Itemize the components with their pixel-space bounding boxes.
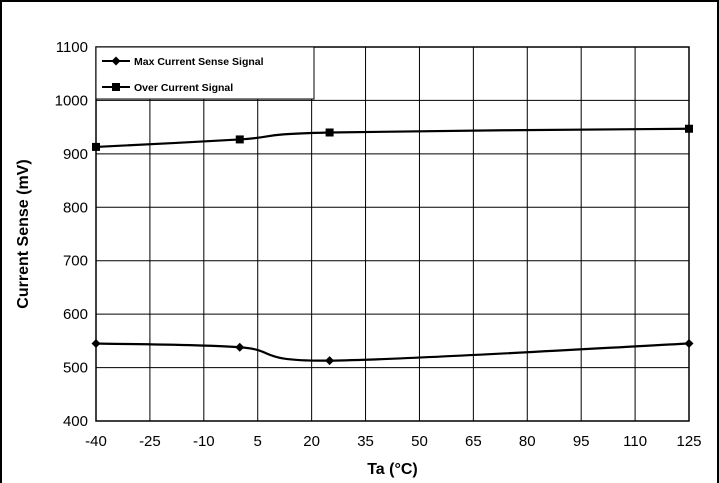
series-line-1 xyxy=(95,342,690,362)
plot-area-border xyxy=(95,46,690,422)
x-tick-label: 110 xyxy=(623,433,647,450)
legend-marker xyxy=(111,56,121,66)
x-tick-label: 80 xyxy=(519,433,536,450)
x-tick-label: -25 xyxy=(139,433,161,450)
tick-labels: -40 -25 -10 5 20 35 50 65 80 95 110 125 400 500 600 700… xyxy=(55,39,702,450)
data-point xyxy=(325,356,335,366)
y-tick-label: 900 xyxy=(63,146,88,163)
x-tick-label: 125 xyxy=(676,433,701,450)
series-layer xyxy=(91,124,694,366)
y-tick-label: 600 xyxy=(63,306,88,323)
legend-marker xyxy=(112,83,120,91)
x-tick-label: 65 xyxy=(465,433,482,450)
x-tick-label: 95 xyxy=(573,433,590,450)
y-tick-label: 1000 xyxy=(55,92,88,109)
data-point xyxy=(235,342,245,352)
data-point xyxy=(92,142,100,151)
y-tick-label: 400 xyxy=(63,413,88,430)
legend-label: Over Current Signal xyxy=(134,82,233,94)
data-point xyxy=(685,124,693,133)
x-tick-label: 20 xyxy=(303,433,320,450)
x-tick-label: -40 xyxy=(85,433,107,450)
y-axis-title: Current Sense (mV) xyxy=(15,159,32,308)
x-tick-label: 5 xyxy=(254,433,262,450)
series-line-2 xyxy=(95,127,690,149)
data-point xyxy=(325,128,334,137)
x-tick-label: 50 xyxy=(411,433,428,450)
legend-box xyxy=(95,46,315,100)
x-tick-label: 35 xyxy=(357,433,374,450)
y-tick-label: 800 xyxy=(63,199,88,216)
y-tick-label: 500 xyxy=(63,360,88,377)
data-point xyxy=(684,339,694,349)
y-tick-label: 700 xyxy=(63,253,88,270)
x-axis-title: Ta (°C) xyxy=(367,461,418,478)
data-point xyxy=(235,135,244,144)
y-tick-label: 1100 xyxy=(56,39,88,56)
legend-label: Max Current Sense Signal xyxy=(134,56,264,68)
x-tick-label: -10 xyxy=(193,433,215,450)
grid xyxy=(95,46,690,422)
data-point xyxy=(91,339,101,349)
legend: Max Current Sense Signal Over Current Sig… xyxy=(95,46,315,100)
